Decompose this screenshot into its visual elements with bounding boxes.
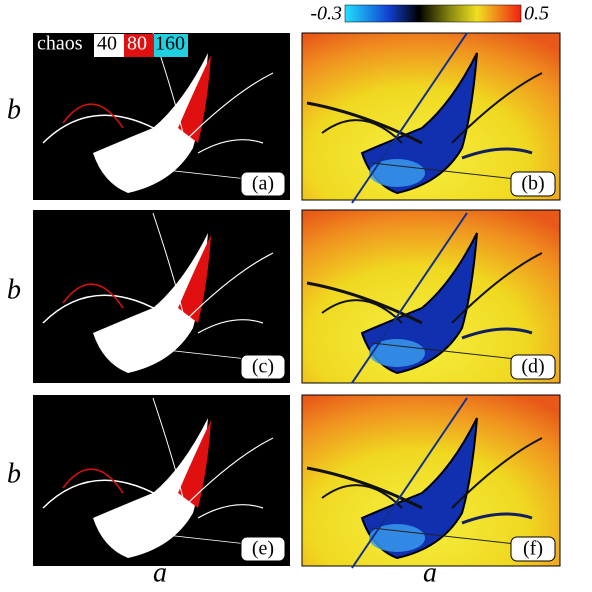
- legend-swatch: [124, 34, 154, 57]
- legend-title: chaos: [37, 33, 83, 55]
- label-box: [240, 536, 286, 562]
- legend-swatch: [154, 34, 188, 57]
- legend-swatch: [94, 34, 124, 57]
- panel-label: (c): [252, 356, 274, 378]
- colorbar: [344, 4, 522, 23]
- colorbar-max: 0.5: [524, 3, 549, 25]
- label-box: [510, 354, 556, 380]
- label-box: [510, 171, 556, 197]
- y-axis-label: b: [7, 274, 21, 305]
- panel-label: (e): [252, 538, 274, 560]
- panel-labels: (a) (b) (c) (d) (e) (f): [240, 171, 556, 562]
- panel-d: [301, 209, 561, 385]
- legend-item: 80: [127, 33, 147, 55]
- label-box: [510, 536, 556, 562]
- legend: chaos 40 80 160: [37, 33, 188, 57]
- colorbar-min: -0.3: [310, 3, 342, 25]
- x-axis-label: a: [423, 557, 437, 587]
- label-box: [240, 171, 286, 197]
- panel-label: (f): [523, 538, 543, 560]
- legend-item: 160: [155, 33, 185, 55]
- legend-item: 40: [97, 33, 117, 55]
- panel-label: (b): [521, 173, 544, 195]
- panel-label: (d): [521, 356, 544, 378]
- panel-c: [33, 210, 290, 383]
- y-axis-label: b: [7, 94, 21, 125]
- panel-label: (a): [252, 173, 274, 195]
- y-axis-label: b: [7, 458, 21, 489]
- label-box: [240, 354, 286, 380]
- x-axis-label: a: [153, 557, 167, 587]
